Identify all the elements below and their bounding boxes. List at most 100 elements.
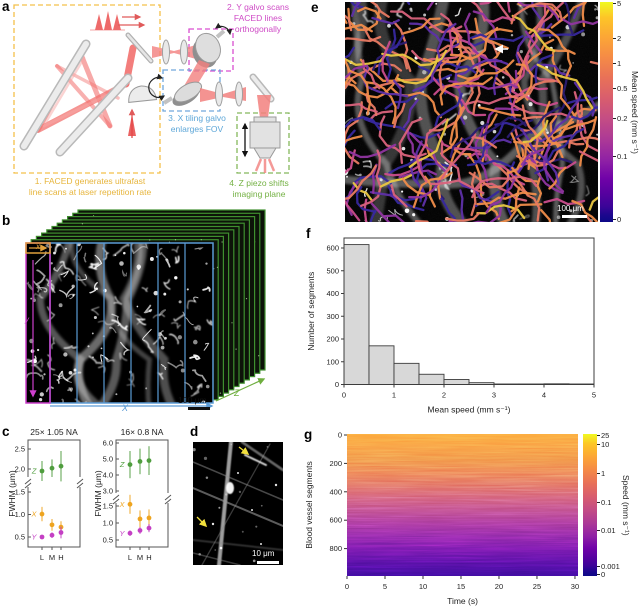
data-point bbox=[127, 462, 133, 467]
e-cb-tick-label: 2 bbox=[617, 34, 622, 43]
cell-dot bbox=[180, 368, 185, 373]
y-tick-label: 300 bbox=[326, 312, 339, 321]
capillary bbox=[201, 400, 207, 403]
capillary bbox=[135, 318, 147, 326]
pulse-train-icon bbox=[90, 11, 146, 31]
capillary bbox=[26, 372, 44, 380]
cell-dot bbox=[137, 267, 140, 270]
capillary bbox=[100, 354, 109, 363]
x-tick-label: H bbox=[58, 553, 63, 562]
plot-frame bbox=[343, 237, 595, 385]
panel-d-image bbox=[193, 442, 283, 565]
capillary bbox=[142, 328, 152, 341]
vessel-line bbox=[193, 487, 283, 527]
cell-dot bbox=[58, 303, 63, 308]
bright-blob bbox=[226, 482, 234, 494]
b-x-axis-label: X bbox=[122, 403, 129, 413]
data-point bbox=[49, 522, 55, 528]
y-tick-label: 200 bbox=[329, 459, 342, 468]
cell-dot bbox=[93, 315, 97, 320]
pericyte-arrow bbox=[196, 516, 208, 528]
e-colorbar bbox=[600, 2, 613, 222]
e-cb-tick-label: 5 bbox=[617, 0, 622, 8]
series-label: Y bbox=[119, 529, 125, 538]
y-tick-label: 1.0 bbox=[15, 510, 25, 519]
lens-pair2-icon bbox=[215, 81, 243, 107]
cell-dot bbox=[260, 543, 262, 545]
cell-dot bbox=[160, 345, 165, 350]
e-cb-tick-label: 0.1 bbox=[617, 152, 628, 161]
x-tick-label: 0 bbox=[342, 391, 346, 400]
e-cb-tick-label: 1 bbox=[617, 59, 622, 68]
frame-speckle bbox=[174, 239, 177, 241]
y-axis-label: FWHM (μm) bbox=[93, 470, 103, 517]
cell-dot bbox=[136, 264, 142, 270]
speckle bbox=[260, 504, 263, 507]
capillary bbox=[83, 252, 87, 263]
capillary bbox=[165, 258, 171, 268]
capillary bbox=[45, 386, 54, 393]
panel-label-c: c bbox=[2, 424, 10, 439]
capillary bbox=[59, 261, 75, 275]
cell-dot bbox=[63, 352, 68, 357]
speckle bbox=[252, 559, 256, 563]
series-label: Y bbox=[31, 533, 37, 542]
g-cb-tick bbox=[597, 574, 600, 575]
g-heatmap-image bbox=[347, 434, 578, 576]
plot-frame bbox=[27, 439, 81, 548]
series-label: Z bbox=[31, 467, 37, 476]
beam-relay2 bbox=[200, 87, 246, 102]
capillary bbox=[26, 358, 43, 373]
data-point bbox=[39, 468, 45, 474]
e-scalebar-label: 100 μm bbox=[557, 204, 584, 213]
x-tick-label: 0 bbox=[345, 582, 349, 591]
y-tick-label: 2.5 bbox=[15, 445, 25, 454]
capillary bbox=[193, 296, 199, 302]
capillary bbox=[158, 247, 168, 261]
capillary bbox=[97, 320, 116, 325]
cell-dot bbox=[211, 522, 215, 526]
e-cb-tick bbox=[613, 63, 616, 64]
x-tick-label: 4 bbox=[542, 391, 546, 400]
panel-b-volume-stack bbox=[25, 209, 266, 410]
data-point bbox=[137, 516, 143, 522]
panel-c-plot-25x: 25× 1.05 NA FWHM (μm) 0.5 1.0 1.5 2.0 2.5 L M H Z X… bbox=[8, 427, 84, 562]
y-tick-label: 2.0 bbox=[15, 465, 25, 474]
x-tick-label: 2 bbox=[442, 391, 446, 400]
cell-dot bbox=[92, 356, 94, 359]
g-colorbar bbox=[583, 434, 597, 576]
g-cb-tick-label: 0.1 bbox=[601, 498, 612, 507]
x-tick-label: 30 bbox=[571, 582, 579, 591]
frame-speckle bbox=[221, 241, 223, 243]
x-tick-label: 25 bbox=[533, 582, 541, 591]
x-galvo-icon bbox=[148, 73, 203, 106]
cell-dot bbox=[114, 254, 117, 257]
e-cb-tick bbox=[613, 219, 616, 220]
capillary bbox=[105, 358, 115, 363]
capillary bbox=[174, 255, 180, 264]
cell-dot bbox=[68, 370, 73, 375]
capillary bbox=[132, 243, 149, 255]
faced-box bbox=[13, 4, 161, 174]
capillary bbox=[160, 364, 167, 371]
series-label: X bbox=[118, 500, 125, 509]
capillary bbox=[32, 280, 48, 293]
e-cb-tick-label: 0.2 bbox=[617, 114, 628, 123]
y-axis-label: Number of segments bbox=[306, 272, 316, 351]
cell-dot bbox=[148, 309, 152, 313]
capillary bbox=[120, 341, 131, 356]
d-vessels bbox=[193, 442, 283, 565]
capillary bbox=[119, 352, 128, 362]
cell-dot bbox=[39, 392, 44, 397]
data-point bbox=[127, 501, 133, 507]
frame-speckle bbox=[149, 239, 151, 241]
capillary bbox=[190, 384, 201, 397]
cell-dot bbox=[174, 276, 178, 280]
plot-title: 16× 0.8 NA bbox=[121, 427, 164, 437]
histogram-bar bbox=[443, 379, 470, 385]
cell-dot bbox=[178, 300, 182, 304]
y-axis-label: Blood vessel segments bbox=[304, 461, 314, 548]
capillary bbox=[134, 313, 144, 325]
y-tick-label: 200 bbox=[326, 335, 339, 344]
